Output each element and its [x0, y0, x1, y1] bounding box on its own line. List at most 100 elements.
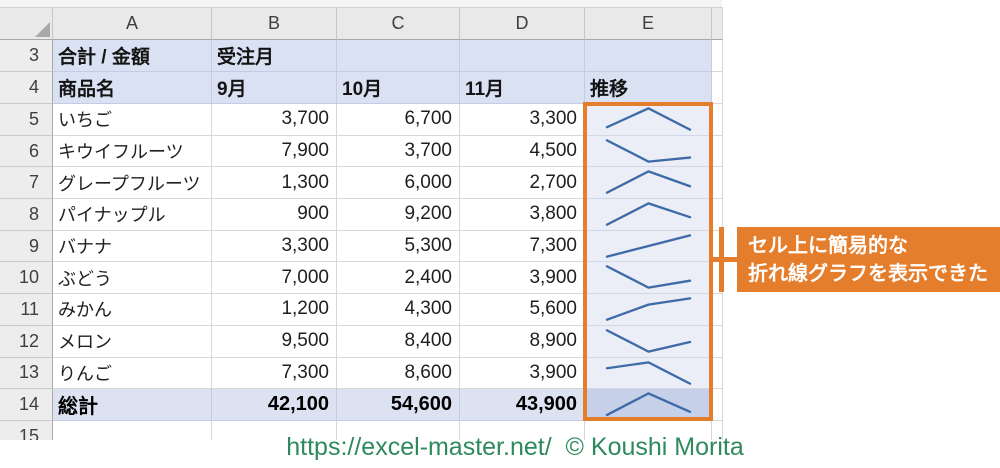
row-header-13[interactable]: 13 [0, 357, 53, 390]
cell-A10[interactable]: ぶどう [53, 262, 212, 295]
row-header-14[interactable]: 14 [0, 389, 53, 422]
col-header-B[interactable]: B [212, 7, 337, 40]
cell-D14[interactable]: 43,900 [460, 389, 585, 422]
cell-F3[interactable] [712, 40, 723, 72]
cell-C3[interactable] [337, 40, 460, 72]
cell-B8[interactable]: 900 [212, 199, 337, 231]
sparkline-cell-E13[interactable] [585, 357, 712, 390]
cell-D13[interactable]: 3,900 [460, 357, 585, 390]
cell-C9[interactable]: 5,300 [337, 230, 460, 263]
row-header-8[interactable]: 8 [0, 199, 53, 231]
cell-A3[interactable]: 合計 / 金額 [53, 40, 212, 72]
cell-D5[interactable]: 3,300 [460, 104, 585, 136]
row-header-3[interactable]: 3 [0, 40, 53, 72]
cell-C12[interactable]: 8,400 [337, 325, 460, 358]
cell-C6[interactable]: 3,700 [337, 135, 460, 168]
cell-F14[interactable] [712, 389, 723, 422]
cell-D15[interactable] [460, 421, 585, 440]
cell-E3[interactable] [585, 40, 712, 72]
cell-A12[interactable]: メロン [53, 325, 212, 358]
cell-D12[interactable]: 8,900 [460, 325, 585, 358]
sparkline-cell-E12[interactable] [585, 325, 712, 358]
cell-B4[interactable]: 9月 [212, 72, 337, 104]
cell-C11[interactable]: 4,300 [337, 294, 460, 326]
cell-D6[interactable]: 4,500 [460, 135, 585, 168]
row-header-5[interactable]: 5 [0, 104, 53, 136]
cell-C8[interactable]: 9,200 [337, 199, 460, 231]
cell-B11[interactable]: 1,200 [212, 294, 337, 326]
cell-B5[interactable]: 3,700 [212, 104, 337, 136]
sparkline-cell-E10[interactable] [585, 262, 712, 295]
sparkline-cell-E5[interactable] [585, 104, 712, 136]
cell-C5[interactable]: 6,700 [337, 104, 460, 136]
col-header-E[interactable]: E [585, 7, 712, 40]
row-header-9[interactable]: 9 [0, 230, 53, 263]
cell-B14[interactable]: 42,100 [212, 389, 337, 422]
row-header-10[interactable]: 10 [0, 262, 53, 295]
cell-B10[interactable]: 7,000 [212, 262, 337, 295]
sparkline-cell-E6[interactable] [585, 135, 712, 168]
row-header-6[interactable]: 6 [0, 135, 53, 168]
cell-D4[interactable]: 11月 [460, 72, 585, 104]
cell-F4[interactable] [712, 72, 723, 104]
cell-B13[interactable]: 7,300 [212, 357, 337, 390]
sparkline-cell-E7[interactable] [585, 167, 712, 200]
col-header-D[interactable]: D [460, 7, 585, 40]
col-header-partial[interactable] [712, 7, 723, 40]
cell-C10[interactable]: 2,400 [337, 262, 460, 295]
cell-A5[interactable]: いちご [53, 104, 212, 136]
col-header-A[interactable]: A [53, 7, 212, 40]
cell-F15[interactable] [712, 421, 723, 440]
annotation-callout: セル上に簡易的な 折れ線グラフを表示できた [737, 227, 1000, 292]
cell-A6[interactable]: キウイフルーツ [53, 135, 212, 168]
sparkline-cell-E8[interactable] [585, 199, 712, 231]
sparkline-chart [605, 297, 692, 321]
cell-F8[interactable] [712, 199, 723, 231]
row-header-7[interactable]: 7 [0, 167, 53, 200]
cell-D3[interactable] [460, 40, 585, 72]
cell-F5[interactable] [712, 104, 723, 136]
cell-C4[interactable]: 10月 [337, 72, 460, 104]
col-header-C[interactable]: C [337, 7, 460, 40]
cell-C7[interactable]: 6,000 [337, 167, 460, 200]
cell-A15[interactable] [53, 421, 212, 440]
row-header-4[interactable]: 4 [0, 72, 53, 104]
cell-C14[interactable]: 54,600 [337, 389, 460, 422]
cell-E15[interactable] [585, 421, 712, 440]
cell-A7[interactable]: グレープフルーツ [53, 167, 212, 200]
cell-A9[interactable]: バナナ [53, 230, 212, 263]
cell-D11[interactable]: 5,600 [460, 294, 585, 326]
cell-B15[interactable] [212, 421, 337, 440]
cell-C15[interactable] [337, 421, 460, 440]
sparkline-cell-E14[interactable] [585, 389, 712, 422]
cell-B9[interactable]: 3,300 [212, 230, 337, 263]
cell-B7[interactable]: 1,300 [212, 167, 337, 200]
row-header-11[interactable]: 11 [0, 294, 53, 326]
cell-F13[interactable] [712, 357, 723, 390]
cell-E4[interactable]: 推移 [585, 72, 712, 104]
cell-A11[interactable]: みかん [53, 294, 212, 326]
row-header-15[interactable]: 15 [0, 421, 53, 440]
cell-F7[interactable] [712, 167, 723, 200]
cell-C13[interactable]: 8,600 [337, 357, 460, 390]
cell-A4[interactable]: 商品名 [53, 72, 212, 104]
cell-D8[interactable]: 3,800 [460, 199, 585, 231]
cell-D7[interactable]: 2,700 [460, 167, 585, 200]
sparkline-chart [605, 360, 692, 385]
cell-B12[interactable]: 9,500 [212, 325, 337, 358]
cell-A8[interactable]: パイナップル [53, 199, 212, 231]
cell-D9[interactable]: 7,300 [460, 230, 585, 263]
sparkline-cell-E11[interactable] [585, 294, 712, 326]
cell-A13[interactable]: りんご [53, 357, 212, 390]
select-all-corner[interactable] [0, 7, 53, 40]
sparkline-chart [605, 329, 692, 353]
cell-B3[interactable]: 受注月 [212, 40, 337, 72]
cell-D10[interactable]: 3,900 [460, 262, 585, 295]
cell-B6[interactable]: 7,900 [212, 135, 337, 168]
cell-A14[interactable]: 総計 [53, 389, 212, 422]
cell-F6[interactable] [712, 135, 723, 168]
sparkline-cell-E9[interactable] [585, 230, 712, 263]
row-header-12[interactable]: 12 [0, 325, 53, 358]
cell-F12[interactable] [712, 325, 723, 358]
cell-F11[interactable] [712, 294, 723, 326]
